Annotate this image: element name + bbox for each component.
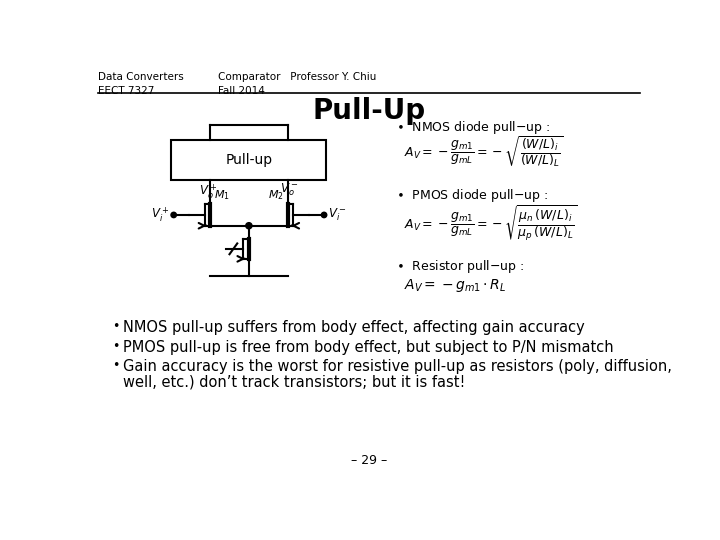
Text: $V_o^+$: $V_o^+$: [199, 182, 218, 201]
Text: PMOS pull-up is free from body effect, but subject to P/N mismatch: PMOS pull-up is free from body effect, b…: [123, 340, 614, 355]
Text: Data Converters
EECT 7327: Data Converters EECT 7327: [98, 72, 184, 97]
Text: $A_V = -g_{m1} \cdot R_L$: $A_V = -g_{m1} \cdot R_L$: [404, 278, 506, 294]
Circle shape: [246, 222, 252, 229]
Text: $V_i^-$: $V_i^-$: [328, 207, 346, 223]
Text: $M_2$: $M_2$: [268, 188, 284, 202]
Text: well, etc.) don’t track transistors; but it is fast!: well, etc.) don’t track transistors; but…: [123, 374, 466, 389]
Text: Comparator   Professor Y. Chiu
Fall 2014: Comparator Professor Y. Chiu Fall 2014: [218, 72, 377, 97]
Text: Pull-Up: Pull-Up: [312, 97, 426, 125]
Text: NMOS pull-up suffers from body effect, affecting gain accuracy: NMOS pull-up suffers from body effect, a…: [123, 320, 585, 335]
Text: $A_V = -\dfrac{g_{m1}}{g_{mL}} = -\sqrt{\dfrac{\mu_n\,(W/L)_i}{\mu_p\,(W/L)_L}}$: $A_V = -\dfrac{g_{m1}}{g_{mL}} = -\sqrt{…: [404, 202, 577, 242]
Text: $A_V = -\dfrac{g_{m1}}{g_{mL}} = -\sqrt{\dfrac{(W/L)_i}{(W/L)_L}}$: $A_V = -\dfrac{g_{m1}}{g_{mL}} = -\sqrt{…: [404, 135, 564, 170]
Text: •: •: [112, 320, 119, 333]
Circle shape: [321, 212, 327, 218]
Text: $V_o^-$: $V_o^-$: [280, 182, 299, 198]
Text: Gain accuracy is the worst for resistive pull-up as resistors (poly, diffusion,: Gain accuracy is the worst for resistive…: [123, 359, 672, 374]
Text: $\bullet$  PMOS diode pull$-$up :: $\bullet$ PMOS diode pull$-$up :: [396, 187, 549, 204]
Bar: [171, 140, 326, 180]
Text: $V_i^+$: $V_i^+$: [151, 206, 170, 225]
Text: •: •: [112, 359, 119, 372]
Text: $\bullet$  Resistor pull$-$up :: $\bullet$ Resistor pull$-$up :: [396, 258, 524, 275]
Text: •: •: [112, 340, 119, 353]
Text: Pull-up: Pull-up: [225, 153, 272, 167]
Circle shape: [171, 212, 176, 218]
Text: – 29 –: – 29 –: [351, 454, 387, 467]
Text: $M_1$: $M_1$: [214, 188, 230, 202]
Text: $\bullet$  NMOS diode pull$-$up :: $\bullet$ NMOS diode pull$-$up :: [396, 119, 550, 137]
